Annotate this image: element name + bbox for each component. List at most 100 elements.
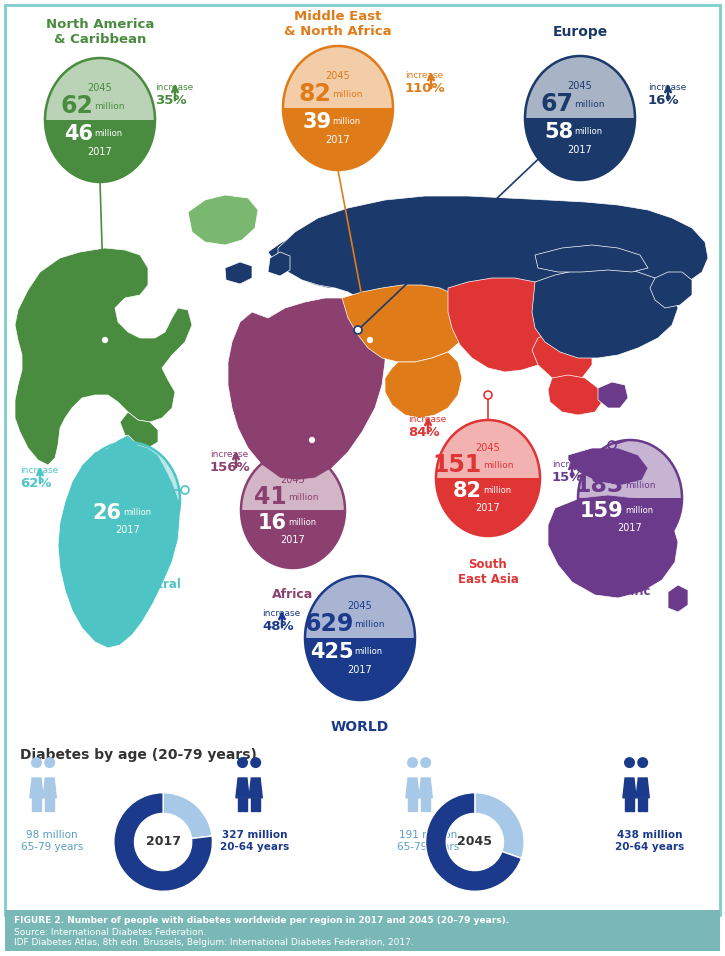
Text: 84%: 84% (408, 426, 439, 440)
Polygon shape (598, 382, 628, 408)
Polygon shape (532, 330, 592, 382)
Circle shape (237, 757, 248, 768)
Text: million: million (625, 481, 655, 489)
Text: 16%: 16% (648, 94, 679, 106)
Text: 2017: 2017 (88, 147, 112, 157)
Text: million: million (483, 487, 511, 495)
Text: 159: 159 (580, 501, 624, 521)
Text: million: million (288, 518, 316, 528)
Text: increase: increase (20, 466, 58, 474)
Text: Europe: Europe (552, 25, 608, 39)
Polygon shape (625, 798, 629, 811)
Polygon shape (283, 46, 393, 108)
Polygon shape (50, 798, 54, 811)
Text: 2017: 2017 (476, 503, 500, 513)
Text: increase: increase (405, 71, 443, 79)
Text: 156%: 156% (210, 461, 251, 473)
Text: increase: increase (408, 416, 447, 424)
Polygon shape (256, 798, 260, 811)
Polygon shape (413, 798, 417, 811)
Text: 48%: 48% (262, 620, 294, 634)
Wedge shape (163, 793, 212, 838)
Polygon shape (436, 478, 540, 536)
Circle shape (354, 326, 362, 334)
Text: 42: 42 (89, 475, 122, 499)
Polygon shape (283, 108, 393, 170)
Text: increase: increase (262, 610, 300, 619)
FancyBboxPatch shape (5, 5, 720, 915)
Text: 58: 58 (544, 121, 573, 141)
Polygon shape (241, 510, 345, 568)
Text: 191 million
65-79 years: 191 million 65-79 years (397, 830, 459, 852)
Text: South & Central
America: South & Central America (75, 578, 181, 606)
Text: 2045: 2045 (347, 600, 373, 611)
Circle shape (31, 757, 42, 768)
Polygon shape (238, 798, 242, 811)
Polygon shape (638, 798, 642, 811)
Circle shape (407, 757, 418, 768)
Polygon shape (406, 778, 419, 798)
Polygon shape (241, 452, 345, 510)
Text: million: million (94, 129, 123, 138)
Polygon shape (535, 245, 648, 272)
Text: Middle East
& North Africa: Middle East & North Africa (284, 10, 392, 38)
Wedge shape (114, 793, 212, 891)
Text: million: million (483, 461, 513, 469)
Text: 35%: 35% (155, 94, 186, 106)
Polygon shape (548, 375, 602, 415)
Text: 425: 425 (310, 641, 353, 662)
Text: million: million (94, 102, 125, 111)
Polygon shape (30, 778, 43, 798)
Circle shape (484, 391, 492, 399)
Polygon shape (525, 118, 635, 180)
Polygon shape (568, 448, 648, 485)
Text: 327 million
20-64 years: 327 million 20-64 years (220, 830, 289, 852)
Text: million: million (288, 492, 318, 502)
Text: 98 million
65-79 years: 98 million 65-79 years (21, 830, 83, 852)
FancyBboxPatch shape (5, 910, 720, 951)
Text: 15%: 15% (552, 470, 584, 484)
Text: million: million (625, 507, 653, 515)
Text: million: million (333, 90, 363, 98)
Wedge shape (475, 793, 524, 858)
Text: increase: increase (648, 82, 687, 92)
Polygon shape (120, 412, 158, 448)
Polygon shape (252, 798, 255, 811)
Text: North America
& Caribbean: North America & Caribbean (46, 18, 154, 46)
Text: increase: increase (155, 82, 194, 92)
Text: WORLD: WORLD (331, 720, 389, 734)
Text: 2045: 2045 (88, 83, 112, 93)
Polygon shape (436, 420, 540, 478)
Text: 2045: 2045 (476, 443, 500, 453)
Polygon shape (45, 120, 155, 182)
Circle shape (308, 436, 316, 444)
Text: Source: International Diabetes Federation.
IDF Diabetes Atlas, 8th edn. Brussels: Source: International Diabetes Federatio… (14, 928, 414, 947)
Polygon shape (421, 798, 425, 811)
Text: 62: 62 (60, 95, 94, 119)
Polygon shape (650, 272, 692, 308)
Text: 2045: 2045 (326, 71, 350, 80)
Text: 438 million
20-64 years: 438 million 20-64 years (616, 830, 684, 852)
Text: 2045: 2045 (457, 836, 492, 849)
Polygon shape (578, 440, 682, 498)
Polygon shape (448, 278, 565, 372)
Polygon shape (342, 285, 468, 362)
Text: 26: 26 (93, 503, 122, 523)
Text: 41: 41 (254, 486, 287, 510)
Circle shape (181, 486, 189, 494)
Polygon shape (225, 262, 252, 284)
Text: Africa: Africa (273, 588, 314, 601)
Polygon shape (228, 298, 385, 480)
Text: 82: 82 (452, 481, 481, 501)
Polygon shape (532, 268, 678, 358)
Polygon shape (249, 778, 262, 798)
Circle shape (366, 336, 374, 344)
Polygon shape (278, 196, 708, 318)
Circle shape (44, 757, 55, 768)
Text: 2017: 2017 (347, 665, 373, 675)
Text: million: million (333, 118, 360, 126)
Text: 183: 183 (574, 473, 624, 497)
Polygon shape (630, 798, 634, 811)
Text: increase: increase (210, 449, 248, 459)
Polygon shape (188, 195, 258, 245)
